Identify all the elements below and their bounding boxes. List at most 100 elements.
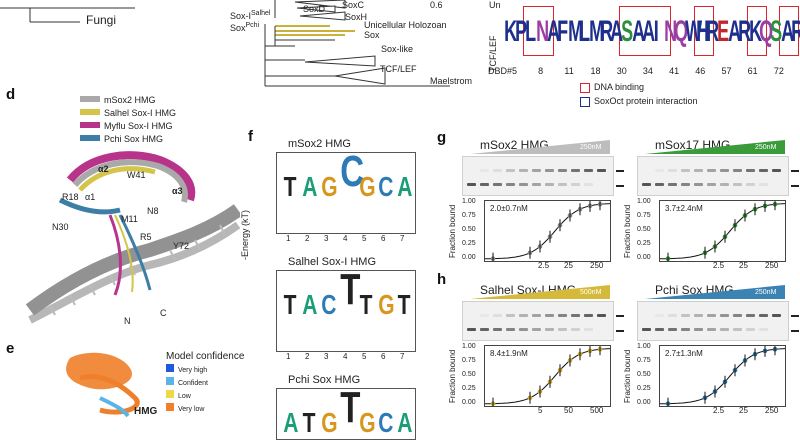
clade-soxd: SoxD — [303, 4, 326, 14]
clade-sox-like: Sox-like — [381, 44, 414, 54]
logo-letter: A — [546, 15, 560, 48]
concentration-label: 250nM — [755, 144, 777, 151]
binding-y-tick: 0.50 — [637, 226, 651, 233]
logo-x-tick: 6 — [381, 234, 386, 243]
logo-letter: H — [695, 15, 709, 48]
binding-y-tick: 0.75 — [462, 212, 476, 219]
energy-logo-letter: A — [397, 171, 413, 202]
emsa-gel-image — [462, 156, 614, 196]
clade-soxh: SoxH — [345, 12, 368, 22]
alphafold-model-image — [66, 352, 140, 418]
gel-marker — [616, 315, 624, 317]
gel-marker — [791, 330, 799, 332]
binding-curve-plot — [659, 345, 786, 407]
logo-letter: S — [621, 15, 634, 48]
panel-letter-g: g — [437, 129, 447, 146]
binding-x-tick: 25 — [564, 261, 573, 270]
binding-x-tick: 5 — [538, 406, 543, 415]
hmg-dna-structure-image — [25, 151, 240, 324]
label-n30: N30 — [52, 222, 69, 232]
legend-dna-binding: DNA binding — [580, 82, 644, 93]
structure-legend: mSox2 HMG Salhel Sox-I HMG Myflu Sox-I H… — [80, 93, 176, 145]
binding-y-label: Fraction bound — [448, 349, 457, 403]
binding-y-tick: 1.00 — [462, 198, 476, 205]
logo-letter: K — [748, 15, 762, 48]
dna-binding-box — [619, 6, 672, 56]
binding-y-tick: 0.00 — [637, 254, 651, 261]
dbd-position: 34 — [642, 66, 653, 76]
gel-marker — [616, 185, 624, 187]
gel-marker — [616, 330, 624, 332]
logo-letter: R — [599, 15, 613, 48]
energy-logo-letter: G — [359, 171, 376, 202]
binding-curve-plot — [484, 200, 611, 262]
energy-logo-letter: T — [283, 289, 297, 320]
binding-y-tick: 0.50 — [637, 371, 651, 378]
label-r5: R5 — [140, 232, 152, 242]
panel-letter-h: h — [437, 271, 447, 288]
logo-x-tick: 1 — [286, 352, 291, 361]
logo-letter: A — [631, 15, 645, 48]
logo-letter: N — [663, 15, 677, 48]
label-alpha1: α1 — [85, 192, 96, 202]
concentration-label: 250nM — [755, 289, 777, 296]
sox-phylogeny-tree — [264, 0, 450, 87]
binding-x-tick: 25 — [739, 261, 748, 270]
energy-logos: mSox2 HMG T A G C G C A 1 2 3 4 5 6 7 Salhel Sox-I HMG T… — [276, 138, 416, 440]
binding-y-tick: 0.00 — [637, 399, 651, 406]
dbd-position: 11 — [564, 66, 574, 76]
label-m11: M11 — [121, 214, 138, 224]
logo-letter: S — [770, 15, 783, 48]
gel-marker — [791, 185, 799, 187]
concentration-label: 500nM — [580, 289, 602, 296]
model-confidence-legend: Very high Confident Low Very low — [166, 363, 208, 415]
logo-title: Salhel Sox-I HMG — [288, 256, 377, 268]
logo-x-tick: 1 — [286, 234, 291, 243]
binding-x-tick: 25 — [739, 406, 748, 415]
binding-x-tick: 500 — [590, 406, 604, 415]
energy-logo-letter: T — [340, 388, 361, 432]
binding-y-tick: 0.25 — [637, 385, 651, 392]
structure-legend-item: Myflu Sox-I HMG — [80, 119, 176, 132]
sequence-logo: KPLNAFMLMRASAAINQWHREARKQSAR — [502, 6, 800, 58]
binding-panel: mSox17 HMG 250nM Fraction bound 1.00 0.75 0.5… — [623, 130, 800, 272]
dbd-position: 5 — [512, 66, 518, 76]
logo-x-tick: 2 — [305, 234, 310, 243]
kd-label: 3.7±2.4nM — [665, 204, 703, 213]
label-n-terminus: N — [124, 316, 131, 326]
kd-label: 2.7±1.3nM — [665, 349, 703, 358]
logo-letter: L — [578, 15, 590, 48]
label-r18: R18 — [62, 192, 79, 202]
binding-x-tick: 2.5 — [713, 406, 725, 415]
energy-logo-letter: A — [397, 407, 413, 438]
dbd-position: 8 — [538, 66, 544, 76]
binding-x-tick: 250 — [765, 261, 779, 270]
binding-y-tick: 0.00 — [462, 254, 476, 261]
fungi-label: Fungi — [86, 13, 117, 27]
energy-logo-letter: T — [340, 270, 361, 314]
logo-letter: F — [557, 15, 569, 48]
dbd-position: 46 — [695, 66, 706, 76]
logo-letter: Q — [674, 15, 689, 48]
logo-letter: M — [589, 15, 605, 48]
label-c-terminus: C — [160, 308, 167, 318]
binding-y-tick: 0.25 — [637, 240, 651, 247]
binding-y-tick: 0.75 — [637, 212, 651, 219]
clade-unicellular-holozoan: Unicellular Holozoan Sox — [364, 20, 447, 40]
energy-logo-letter: T — [359, 289, 373, 320]
binding-y-label: Fraction bound — [623, 204, 632, 258]
energy-logo-letter: A — [302, 171, 318, 202]
energy-logo-letter: T — [302, 407, 316, 438]
emsa-gel-image — [637, 156, 789, 196]
concentration-label: 250nM — [580, 144, 602, 151]
tree-fragment-left — [0, 7, 135, 23]
clade-tcf-lef: TCF/LEF — [380, 64, 417, 74]
binding-y-tick: 1.00 — [462, 343, 476, 350]
label-alpha2: α2 — [98, 164, 109, 174]
binding-x-tick: 250 — [590, 261, 604, 270]
panel-letter-e: e — [6, 340, 15, 357]
logo-letter: R — [738, 15, 752, 48]
logo-letter: M — [567, 15, 583, 48]
